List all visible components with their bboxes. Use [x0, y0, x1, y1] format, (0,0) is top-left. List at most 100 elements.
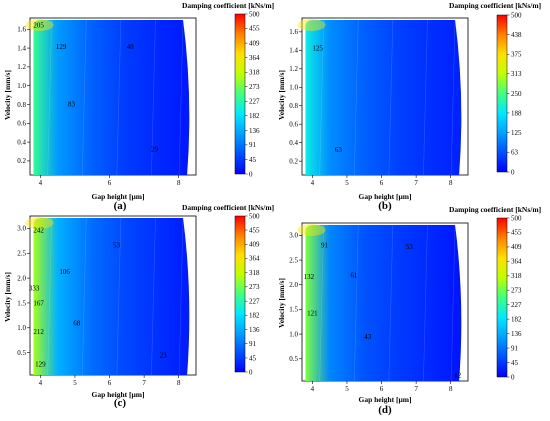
colorbar: [234, 13, 246, 175]
contour-surface: [33, 218, 190, 375]
contour-surface: [305, 20, 462, 175]
y-tick-label: 0.6: [289, 121, 298, 129]
colorbar-tick-label: 409: [511, 243, 522, 251]
colorbar-tick-label: 364: [249, 255, 260, 263]
x-axis-title: Gap height [μm]: [91, 192, 144, 201]
contour-line: [353, 224, 359, 382]
contour-label: 53: [113, 241, 121, 249]
colorbar-tick-label: 500: [511, 214, 522, 222]
colorbar-tick-label: 313: [511, 70, 522, 78]
colorbar-tick-label: 0: [511, 373, 515, 381]
x-tick-label: 6: [380, 179, 384, 187]
colorbar-tick-label: 273: [249, 83, 260, 91]
peak-region: [25, 217, 54, 229]
peak-region: [297, 224, 326, 236]
colorbar-tick-label: 364: [511, 258, 522, 266]
colorbar-tick-label: 45: [511, 359, 519, 367]
colorbar-tick-label: 182: [511, 315, 522, 323]
colorbar-tick-label: 250: [511, 90, 522, 98]
contour-line: [353, 19, 359, 176]
colorbar-tick-label: 182: [249, 312, 260, 320]
contour-label: 205: [33, 21, 44, 29]
y-tick-label: 1.0: [289, 84, 298, 92]
x-tick-label: 7: [142, 379, 146, 387]
colorbar-tick-label: 318: [249, 69, 260, 77]
y-tick-label: 1.2: [289, 65, 298, 73]
colorbar-tick-label: 91: [511, 344, 519, 352]
colorbar-tick-label: 0: [511, 168, 515, 176]
contour-label: 242: [33, 226, 44, 234]
contour-label: 106: [59, 268, 70, 276]
x-tick-label: 4: [311, 385, 315, 393]
colorbar-tick-label: 136: [249, 127, 260, 135]
contour-line: [151, 19, 156, 176]
y-axis-title: Velocity [mm/s]: [3, 272, 12, 322]
colorbar-tick-label: 375: [511, 51, 522, 59]
colorbar-tick-label: 91: [249, 141, 257, 149]
colorbar-tick-label: 500: [249, 10, 260, 18]
contour-label: 63: [335, 146, 343, 154]
contour-line: [116, 217, 122, 376]
colorbar-tick-label: 227: [249, 98, 260, 106]
y-tick-label: 1.0: [289, 330, 298, 338]
x-tick-label: 4: [39, 179, 43, 187]
colorbar-tick-label: 136: [511, 330, 522, 338]
contour-line: [47, 217, 52, 376]
contour-surface: [33, 20, 190, 175]
colorbar-title: Damping coefficient [kNs/m]: [449, 205, 541, 214]
y-tick-label: 1.4: [17, 44, 26, 52]
colorbar-tick-label: 0: [249, 368, 253, 376]
panel-label: (b): [378, 200, 392, 212]
contour-line: [450, 19, 456, 176]
contour-label: 68: [73, 319, 81, 327]
x-tick-label: 5: [345, 385, 349, 393]
x-axis-title: Gap height [μm]: [358, 395, 411, 404]
colorbar-title: Damping coefficient [kNs/m]: [182, 203, 274, 212]
colorbar-tick-label: 500: [249, 212, 260, 220]
contour-line: [81, 19, 87, 176]
y-tick-label: 1.5: [17, 299, 26, 307]
chart-panel-2: 125 63 4 5 6 7 8 0.2 0.4 0.6 0.8 1.0 1.2 1.4 1.6 Gap he…: [277, 1, 541, 212]
colorbar-tick-label: 182: [249, 112, 260, 120]
x-tick-label: 5: [345, 179, 349, 187]
colorbar-tick-label: 318: [249, 269, 260, 277]
x-tick-label: 8: [449, 179, 453, 187]
x-tick-label: 7: [414, 179, 418, 187]
y-axis-title: Velocity [mm/s]: [277, 70, 286, 120]
contour-label: 29: [151, 145, 159, 153]
colorbar: [234, 215, 246, 373]
contour-line: [388, 224, 394, 382]
colorbar-title: Damping coefficient [kNs/m]: [449, 1, 541, 10]
y-tick-label: 0.6: [17, 120, 26, 128]
x-tick-label: 4: [39, 379, 43, 387]
colorbar-tick-label: 45: [249, 156, 257, 164]
y-tick-label: 0.4: [17, 138, 26, 146]
panel-label: (c): [114, 397, 127, 409]
x-tick-label: 8: [177, 179, 181, 187]
contour-line: [81, 217, 87, 376]
panel-label: (d): [378, 404, 392, 416]
y-tick-label: 2.5: [17, 250, 26, 258]
colorbar-tick-label: 91: [249, 340, 257, 348]
y-tick-label: 1.0: [17, 324, 26, 332]
y-tick-label: 1.2: [17, 63, 26, 71]
y-tick-label: 1.6: [17, 26, 26, 34]
contour-label: 48: [127, 43, 135, 51]
x-axis-title: Gap height [μm]: [91, 390, 144, 399]
contour-line: [178, 19, 184, 176]
contour-label: 12: [454, 372, 462, 380]
colorbar-tick-label: 125: [511, 129, 522, 137]
colorbar-tick-label: 455: [249, 226, 260, 234]
x-tick-label: 6: [380, 385, 384, 393]
x-axis-title: Gap height [μm]: [358, 192, 411, 201]
y-tick-label: 1.4: [289, 47, 298, 55]
contour-label: 129: [56, 43, 67, 51]
y-tick-label: 2.0: [289, 281, 298, 289]
y-tick-label: 1.6: [289, 28, 298, 36]
contour-line: [450, 224, 456, 382]
y-tick-label: 0.2: [17, 157, 26, 165]
y-tick-label: 0.5: [289, 355, 298, 363]
colorbar-tick-label: 136: [249, 326, 260, 334]
colorbar-tick-label: 273: [511, 286, 522, 294]
